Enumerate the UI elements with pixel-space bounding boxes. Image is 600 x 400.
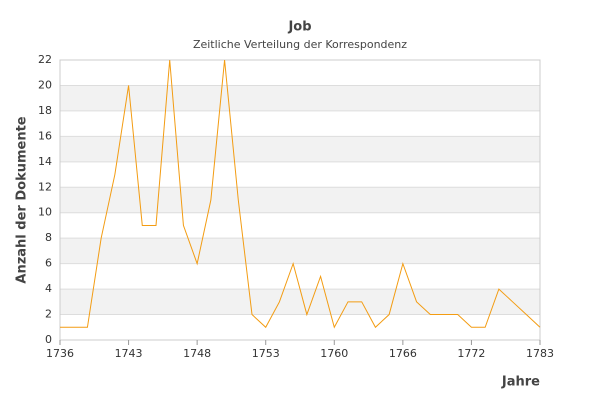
x-axis-title: Jahre	[501, 375, 540, 390]
y-tick-label: 18	[38, 104, 52, 117]
y-tick-label: 4	[45, 282, 52, 295]
y-tick-label: 0	[45, 333, 52, 346]
grid-band	[60, 289, 540, 315]
y-axis-title: Anzahl der Dokumente	[15, 116, 30, 283]
x-tick-label: 1736	[46, 347, 74, 360]
x-tick-label: 1753	[252, 347, 280, 360]
y-tick-label: 10	[38, 206, 52, 219]
x-tick-label: 1748	[183, 347, 211, 360]
grid-band	[60, 238, 540, 264]
y-tick-label: 6	[45, 257, 52, 270]
x-tick-label: 1766	[389, 347, 417, 360]
plot-border	[59, 59, 541, 341]
x-tick-label: 1783	[526, 347, 554, 360]
grid-band	[60, 85, 540, 111]
grid-band	[60, 187, 540, 213]
y-tick-label: 16	[38, 129, 52, 142]
y-tick-label: 8	[45, 231, 52, 244]
y-tick-label: 14	[38, 155, 52, 168]
x-tick-label: 1760	[320, 347, 348, 360]
x-tick-label: 1743	[115, 347, 143, 360]
grid-band	[60, 136, 540, 162]
x-tick-label: 1772	[457, 347, 485, 360]
data-line	[60, 59, 541, 329]
y-tick-label: 20	[38, 78, 52, 91]
y-tick-label: 2	[45, 308, 52, 321]
chart-subtitle: Zeitliche Verteilung der Korrespondenz	[193, 38, 407, 51]
y-tick-label: 22	[38, 53, 52, 66]
y-tick-label: 12	[38, 180, 52, 193]
chart-title: Job	[287, 20, 311, 35]
